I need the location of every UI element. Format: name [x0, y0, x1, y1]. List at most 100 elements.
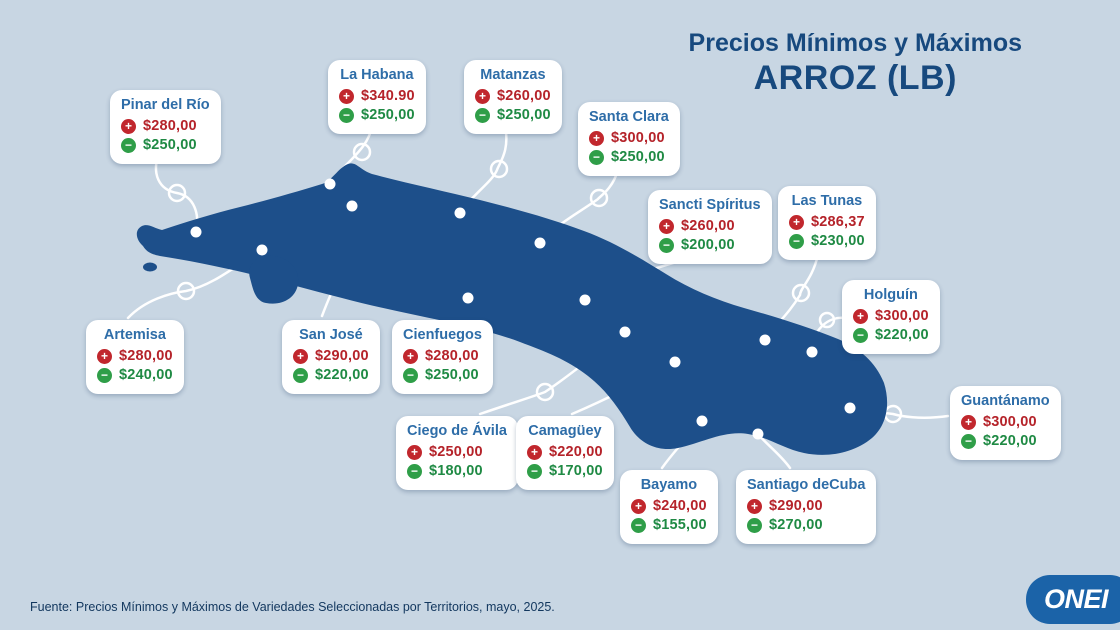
max-price: $240,00	[653, 498, 707, 514]
max-price: $260,00	[497, 88, 551, 104]
min-price-row: − $220,00	[293, 367, 369, 383]
min-price: $220,00	[315, 367, 369, 383]
max-price: $286,37	[811, 214, 865, 230]
map-dot	[534, 237, 546, 249]
max-price-row: + $260,00	[475, 88, 551, 104]
connector-loop	[791, 283, 811, 303]
min-price-row: − $250,00	[475, 107, 551, 123]
islet-shape	[143, 262, 157, 272]
map-dot	[256, 244, 268, 256]
min-price-row: − $240,00	[97, 367, 173, 383]
minus-icon: −	[475, 107, 490, 123]
territory-name: Camagüey	[528, 423, 602, 439]
connector-line	[154, 148, 199, 234]
max-price: $290,00	[315, 348, 369, 364]
callout-card-pinar-del-rio: Pinar del Río + $280,00 − $250,00	[110, 90, 221, 164]
isla-juventud-shape	[249, 255, 299, 304]
max-price-row: + $280,00	[121, 118, 210, 134]
minus-icon: −	[589, 149, 604, 165]
map-dot	[759, 334, 771, 346]
plus-icon: +	[747, 498, 762, 514]
plus-icon: +	[293, 348, 308, 364]
minus-icon: −	[403, 367, 418, 383]
min-price: $270,00	[769, 517, 823, 533]
territory-name: Santiago deCuba	[747, 477, 866, 493]
minus-icon: −	[853, 327, 868, 343]
callout-card-guantanamo: Guantánamo + $300,00 − $220,00	[950, 386, 1061, 460]
minus-icon: −	[121, 137, 136, 153]
min-price-row: − $250,00	[121, 137, 210, 153]
max-price: $220,00	[549, 444, 603, 460]
min-price-row: − $220,00	[961, 433, 1050, 449]
territory-name: Matanzas	[480, 67, 546, 83]
min-price-row: − $250,00	[339, 107, 415, 123]
min-price: $155,00	[653, 517, 707, 533]
callout-card-ciego-de-avila: Ciego de Ávila + $250,00 − $180,00	[396, 416, 518, 490]
plus-icon: +	[659, 218, 674, 234]
onei-logo: ONEI	[1025, 575, 1120, 624]
max-price: $300,00	[983, 414, 1037, 430]
territory-name: Santa Clara	[589, 109, 669, 125]
min-price: $220,00	[983, 433, 1037, 449]
page-title: Precios Mínimos y Máximos ARROZ (LB)	[689, 28, 1022, 99]
min-price: $220,00	[875, 327, 929, 343]
connector-loop	[176, 281, 196, 301]
max-price: $280,00	[143, 118, 197, 134]
callout-card-san-jose: San José + $290,00 − $220,00	[282, 320, 380, 394]
min-price-row: − $220,00	[853, 327, 929, 343]
min-price-row: − $180,00	[407, 463, 507, 479]
connector-loop	[489, 159, 509, 179]
connector-loop	[167, 183, 187, 203]
map-dot	[669, 356, 681, 368]
title-line2: ARROZ (LB)	[753, 59, 957, 97]
max-price-row: + $300,00	[961, 414, 1050, 430]
callout-card-santa-clara: Santa Clara + $300,00 − $250,00	[578, 102, 680, 176]
territory-name: Bayamo	[640, 477, 698, 493]
min-price: $180,00	[429, 463, 483, 479]
max-price-row: + $280,00	[97, 348, 173, 364]
plus-icon: +	[631, 498, 646, 514]
minus-icon: −	[293, 367, 308, 383]
minus-icon: −	[527, 463, 542, 479]
callout-card-artemisa: Artemisa + $280,00 − $240,00	[86, 320, 184, 394]
min-price: $250,00	[143, 137, 197, 153]
connector-loop	[589, 188, 609, 208]
minus-icon: −	[789, 233, 804, 249]
territory-name: Ciego de Ávila	[407, 423, 507, 439]
plus-icon: +	[589, 130, 604, 146]
source-note: Fuente: Precios Mínimos y Máximos de Var…	[30, 600, 555, 614]
max-price-row: + $250,00	[407, 444, 507, 460]
minus-icon: −	[97, 367, 112, 383]
connector-loop	[535, 382, 555, 402]
min-price: $230,00	[811, 233, 865, 249]
minus-icon: −	[659, 237, 674, 253]
max-price-row: + $290,00	[747, 498, 865, 514]
map-dot	[844, 402, 856, 414]
max-price: $340.90	[361, 88, 415, 104]
plus-icon: +	[97, 348, 112, 364]
min-price: $250,00	[611, 149, 665, 165]
connector-loop	[352, 142, 372, 162]
min-price-row: − $270,00	[747, 517, 865, 533]
plus-icon: +	[121, 118, 136, 134]
minus-icon: −	[747, 517, 762, 533]
plus-icon: +	[403, 348, 418, 364]
territory-name: Artemisa	[103, 327, 166, 343]
max-price-row: + $290,00	[293, 348, 369, 364]
map-dot	[579, 294, 591, 306]
connector-loop	[818, 311, 836, 329]
minus-icon: −	[339, 107, 354, 123]
max-price: $260,00	[681, 218, 735, 234]
min-price-row: − $200,00	[659, 237, 761, 253]
max-price: $280,00	[119, 348, 173, 364]
max-price: $280,00	[425, 348, 479, 364]
plus-icon: +	[339, 88, 354, 104]
min-price-row: − $230,00	[789, 233, 865, 249]
min-price-row: − $250,00	[589, 149, 669, 165]
max-price: $250,00	[429, 444, 483, 460]
territory-name: La Habana	[340, 67, 414, 83]
max-price-row: + $280,00	[403, 348, 482, 364]
max-price-row: + $340.90	[339, 88, 415, 104]
